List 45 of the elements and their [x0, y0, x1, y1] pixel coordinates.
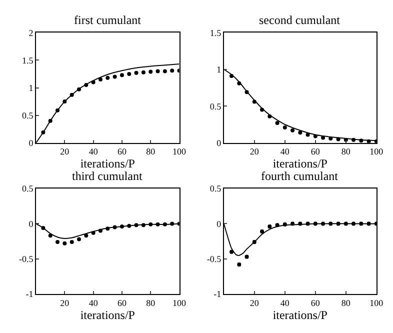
x-tick-label: 60: [310, 146, 320, 157]
x-tick-label: 40: [280, 298, 290, 308]
y-tick-label: 1.5: [210, 28, 222, 38]
y-tick-label: 2: [28, 28, 34, 38]
x-tick-label: 20: [60, 146, 70, 157]
x-tick-label: 20: [250, 146, 260, 157]
x-tick-label: 100: [370, 298, 384, 308]
x-tick-label: 100: [370, 146, 384, 157]
y-tick-label: 0.5: [210, 101, 222, 112]
x-axis-title: iterations/P: [272, 308, 328, 322]
x-tick-label: 60: [117, 146, 127, 157]
y-tick-label: 1: [28, 82, 34, 93]
y-tick-label: 0.5: [22, 184, 34, 194]
x-tick-label: 60: [117, 298, 127, 308]
x-tick-label: 80: [341, 146, 351, 157]
chart-title: first cumulant: [74, 13, 142, 27]
y-tick-label: 1.5: [22, 55, 34, 66]
x-tick-label: 80: [146, 146, 156, 157]
x-axis-title: iterations/P: [80, 156, 136, 171]
x-tick-label: 100: [172, 146, 187, 157]
y-tick-label: -0.5: [18, 254, 34, 264]
x-tick-label: 40: [280, 146, 290, 157]
x-tick-label: 40: [88, 146, 98, 157]
chart-title: second cumulant: [259, 13, 341, 27]
y-tick-label: 0.5: [22, 110, 34, 120]
chart-title: third cumulant: [72, 169, 143, 183]
x-axis-title: iterations/P: [80, 308, 136, 322]
x-tick-label: 20: [250, 298, 260, 308]
x-tick-label: 80: [146, 298, 156, 308]
x-tick-label: 80: [341, 298, 351, 308]
y-tick-label: -1: [214, 289, 222, 300]
y-tick-label: -1: [26, 289, 34, 300]
x-tick-label: 60: [310, 298, 320, 308]
y-tick-label: -0.5: [206, 254, 222, 264]
y-tick-label: 0: [28, 218, 34, 229]
x-tick-label: 40: [88, 298, 98, 308]
y-tick-label: 0.5: [210, 184, 222, 194]
x-axis-title: iterations/P: [272, 156, 328, 171]
y-tick-label: 0: [28, 138, 34, 148]
x-tick-label: 20: [60, 298, 70, 308]
y-tick-label: 0: [216, 138, 222, 148]
x-tick-label: 100: [172, 298, 187, 308]
y-tick-label: 0: [216, 218, 222, 229]
chart-title: fourth cumulant: [261, 169, 339, 183]
y-tick-label: 1: [216, 64, 222, 75]
